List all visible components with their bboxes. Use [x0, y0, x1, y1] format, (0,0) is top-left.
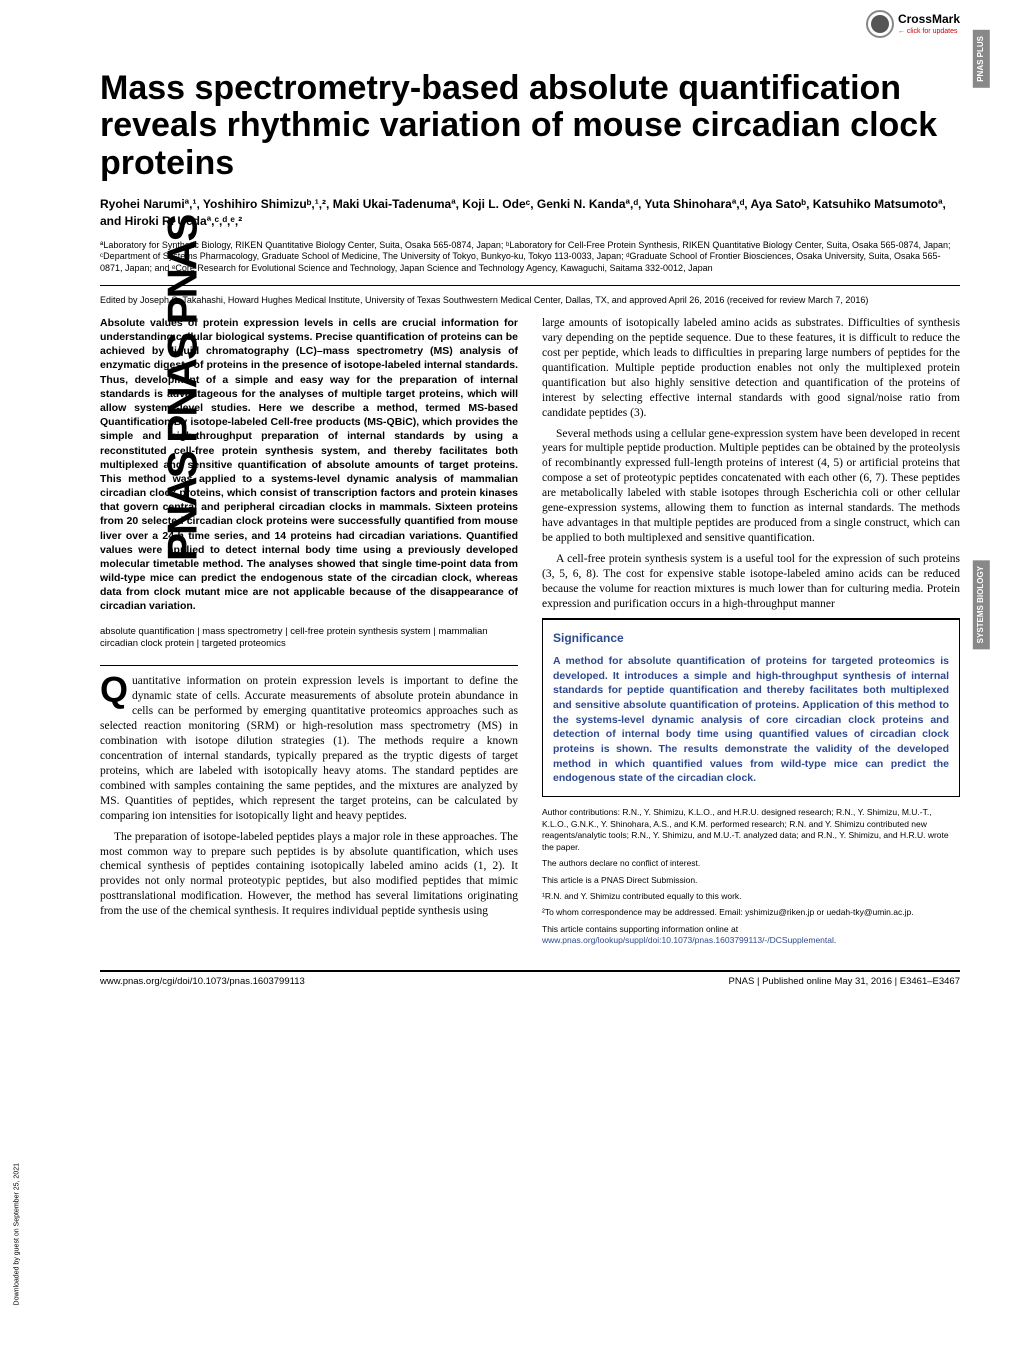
divider: [100, 285, 960, 286]
author-contributions: Author contributions: R.N., Y. Shimizu, …: [542, 807, 960, 853]
editor-note: Edited by Joseph S. Takahashi, Howard Hu…: [100, 294, 960, 306]
direct-submission: This article is a PNAS Direct Submission…: [542, 875, 960, 886]
footer-publication-info: PNAS | Published online May 31, 2016 | E…: [728, 976, 960, 989]
footer-doi: www.pnas.org/cgi/doi/10.1073/pnas.160379…: [100, 976, 305, 989]
right-para-3: A cell-free protein synthesis system is …: [542, 552, 960, 612]
correspondence: ²To whom correspondence may be addressed…: [542, 907, 960, 918]
keywords: absolute quantification | mass spectrome…: [100, 626, 518, 652]
right-para-2: Several methods using a cellular gene-ex…: [542, 427, 960, 547]
drop-cap: Q: [100, 674, 132, 706]
intro-para-1: uantitative information on protein expre…: [100, 675, 518, 821]
article-title: Mass spectrometry-based absolute quantif…: [100, 70, 960, 182]
intro-text: Quantitative information on protein expr…: [100, 674, 518, 919]
side-tab-pnas-plus: PNAS PLUS: [973, 30, 990, 88]
significance-box: Significance A method for absolute quant…: [542, 618, 960, 797]
equal-contribution: ¹R.N. and Y. Shimizu contributed equally…: [542, 891, 960, 902]
contributions: Author contributions: R.N., Y. Shimizu, …: [542, 807, 960, 947]
download-note: Downloaded by guest on September 25, 202…: [13, 1163, 22, 1305]
crossmark-badge[interactable]: CrossMark ← click for updates: [866, 10, 960, 38]
crossmark-subtitle: ← click for updates: [898, 27, 960, 36]
intro-para-2: The preparation of isotope-labeled pepti…: [100, 830, 518, 920]
divider: [100, 665, 518, 666]
author-list: Ryohei Narumiª,¹, Yoshihiro Shimizuᵇ,¹,²…: [100, 196, 960, 230]
conflict-statement: The authors declare no conflict of inter…: [542, 858, 960, 869]
side-tab-systems-biology: SYSTEMS BIOLOGY: [973, 560, 990, 649]
brand-vertical-logo: PNAS PNAS PNAS: [154, 216, 211, 561]
supplemental-info: This article contains supporting informa…: [542, 924, 960, 947]
supplemental-link[interactable]: www.pnas.org/lookup/suppl/doi:10.1073/pn…: [542, 935, 834, 945]
right-body-text: large amounts of isotopically labeled am…: [542, 316, 960, 612]
crossmark-icon: [866, 10, 894, 38]
affiliations: ªLaboratory for Synthetic Biology, RIKEN…: [100, 240, 960, 275]
crossmark-label: CrossMark: [898, 11, 960, 27]
page-footer: www.pnas.org/cgi/doi/10.1073/pnas.160379…: [100, 970, 960, 989]
significance-title: Significance: [553, 630, 949, 646]
doi-link[interactable]: www.pnas.org/cgi/doi/10.1073/pnas.160379…: [100, 976, 305, 987]
right-column: large amounts of isotopically labeled am…: [542, 316, 960, 952]
body-columns: Absolute values of protein expression le…: [100, 316, 960, 952]
significance-text: A method for absolute quantification of …: [553, 654, 949, 786]
right-para-1: large amounts of isotopically labeled am…: [542, 316, 960, 421]
